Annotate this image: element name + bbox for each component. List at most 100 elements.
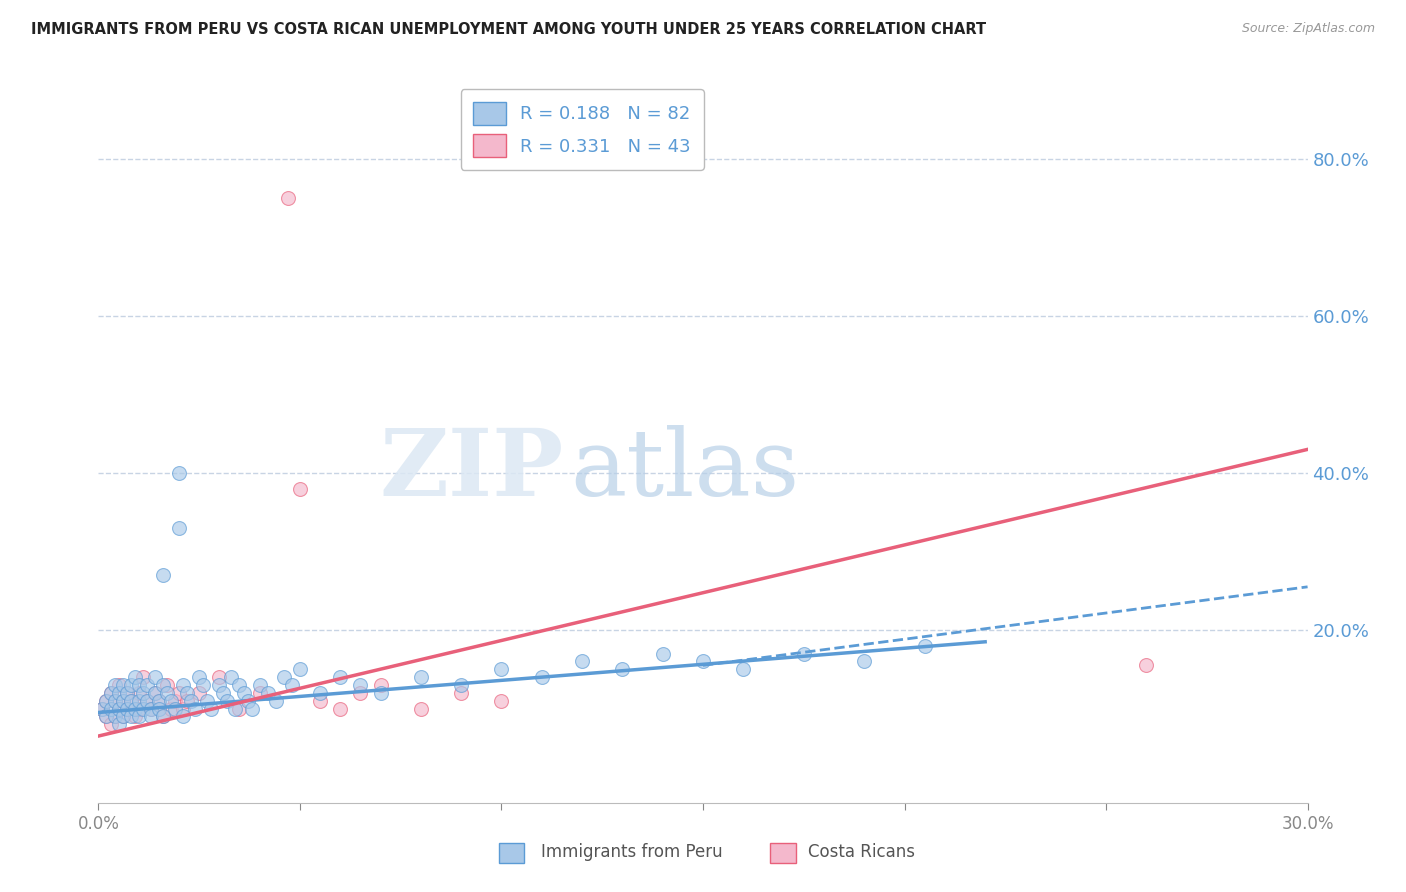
Point	[132, 686, 155, 700]
Point	[139, 701, 162, 715]
Point	[329, 701, 352, 715]
Point	[156, 686, 179, 700]
Point	[128, 701, 150, 715]
Point	[96, 694, 118, 708]
Point	[167, 521, 190, 535]
Point	[193, 678, 215, 692]
Point	[107, 701, 129, 715]
Point	[135, 694, 157, 708]
Point	[232, 686, 254, 700]
Point	[111, 694, 134, 708]
Point	[349, 686, 371, 700]
Point	[107, 717, 129, 731]
Point	[208, 678, 231, 692]
Point	[135, 678, 157, 692]
Point	[100, 686, 122, 700]
Point	[160, 694, 183, 708]
Point	[120, 694, 142, 708]
Point	[370, 686, 392, 700]
Point	[249, 686, 271, 700]
Point	[103, 709, 125, 723]
Point	[288, 482, 311, 496]
Point	[409, 701, 432, 715]
Point	[124, 701, 146, 715]
Point	[733, 662, 755, 676]
Point	[115, 701, 138, 715]
Point	[115, 686, 138, 700]
Legend: R = 0.188   N = 82, R = 0.331   N = 43: R = 0.188 N = 82, R = 0.331 N = 43	[461, 89, 703, 170]
Point	[111, 694, 134, 708]
Point	[152, 709, 174, 723]
Text: IMMIGRANTS FROM PERU VS COSTA RICAN UNEMPLOYMENT AMONG YOUTH UNDER 25 YEARS CORR: IMMIGRANTS FROM PERU VS COSTA RICAN UNEM…	[31, 22, 986, 37]
Point	[96, 694, 118, 708]
Text: atlas: atlas	[569, 425, 799, 516]
Point	[167, 686, 190, 700]
Point	[111, 709, 134, 723]
Point	[1135, 658, 1157, 673]
Point	[124, 670, 146, 684]
Point	[167, 466, 190, 480]
Point	[200, 701, 222, 715]
Point	[139, 701, 162, 715]
Point	[135, 694, 157, 708]
Point	[309, 686, 332, 700]
Point	[370, 678, 392, 692]
Point	[107, 678, 129, 692]
Point	[450, 686, 472, 700]
Point	[128, 709, 150, 723]
Point	[91, 701, 114, 715]
Point	[256, 686, 278, 700]
Point	[148, 694, 170, 708]
Point	[212, 686, 235, 700]
Point	[115, 701, 138, 715]
Text: Source: ZipAtlas.com: Source: ZipAtlas.com	[1241, 22, 1375, 36]
Point	[120, 678, 142, 692]
Point	[143, 686, 166, 700]
Point	[221, 670, 243, 684]
Point	[152, 678, 174, 692]
Point	[160, 701, 183, 715]
Point	[152, 709, 174, 723]
Point	[349, 678, 371, 692]
Point	[793, 647, 815, 661]
Point	[236, 694, 259, 708]
Point	[91, 701, 114, 715]
Point	[184, 701, 207, 715]
Point	[115, 686, 138, 700]
Point	[111, 678, 134, 692]
Point	[143, 686, 166, 700]
Point	[163, 694, 186, 708]
Point	[120, 709, 142, 723]
Point	[530, 670, 553, 684]
Point	[152, 568, 174, 582]
Point	[103, 694, 125, 708]
Point	[128, 694, 150, 708]
Point	[163, 701, 186, 715]
Point	[571, 655, 593, 669]
Point	[249, 678, 271, 692]
Point	[224, 701, 246, 715]
Point	[124, 709, 146, 723]
Point	[148, 701, 170, 715]
Point	[692, 655, 714, 669]
Point	[264, 694, 287, 708]
Point	[180, 694, 202, 708]
Point	[128, 678, 150, 692]
Point	[172, 678, 194, 692]
Point	[103, 694, 125, 708]
Point	[120, 694, 142, 708]
Point	[111, 709, 134, 723]
Point	[100, 701, 122, 715]
Point	[107, 686, 129, 700]
Point	[143, 670, 166, 684]
Point	[329, 670, 352, 684]
Point	[103, 678, 125, 692]
Point	[228, 678, 250, 692]
Point	[217, 694, 239, 708]
Point	[240, 701, 263, 715]
Point	[409, 670, 432, 684]
Point	[195, 694, 218, 708]
Point	[491, 662, 513, 676]
Point	[281, 678, 304, 692]
Point	[273, 670, 295, 684]
